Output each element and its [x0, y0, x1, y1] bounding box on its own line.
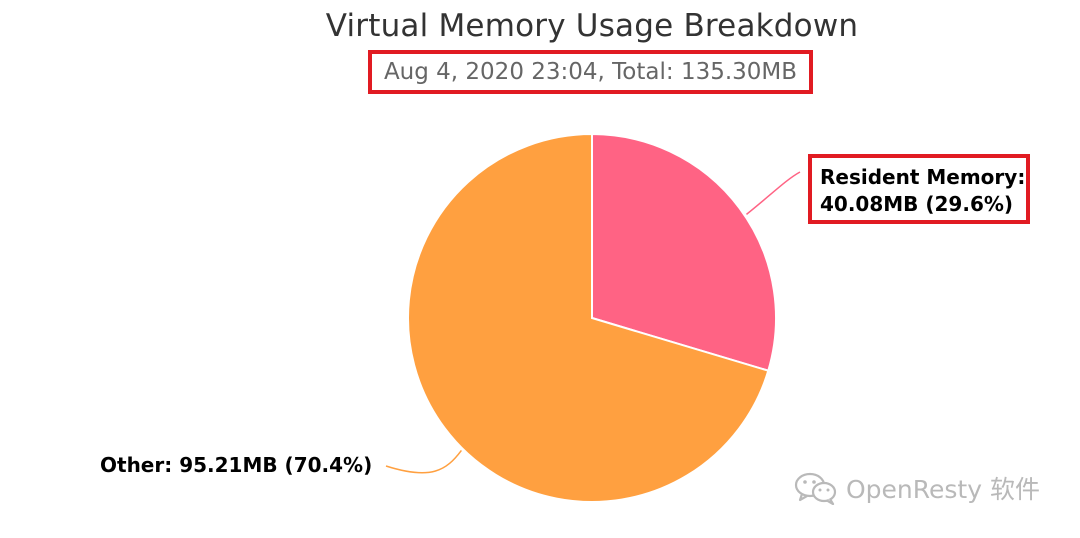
data-label-resident-memory-line2: 40.08MB (29.6%) [820, 192, 1014, 216]
chart-subtitle: Aug 4, 2020 23:04, Total: 135.30MB [383, 59, 798, 85]
connector-line-other [385, 449, 463, 474]
pie-slice-other[interactable] [407, 132, 770, 503]
pie-slice-resident-memory[interactable] [591, 132, 777, 372]
wechat-icon [794, 472, 837, 505]
data-label-resident-memory-line1: Resident Memory: [820, 165, 1026, 189]
data-label-resident-memory: Resident Memory: 40.08MB (29.6%) [808, 154, 1030, 224]
connector-line-resident-memory [746, 171, 801, 215]
data-label-other: Other: 95.21MB (70.4%) [100, 453, 373, 477]
watermark-text: OpenResty 软件 [846, 475, 1040, 504]
chart-title: Virtual Memory Usage Breakdown [325, 8, 859, 44]
watermark: OpenResty 软件 [794, 470, 1040, 506]
subtitle-highlight-box: Aug 4, 2020 23:04, Total: 135.30MB [368, 50, 813, 94]
